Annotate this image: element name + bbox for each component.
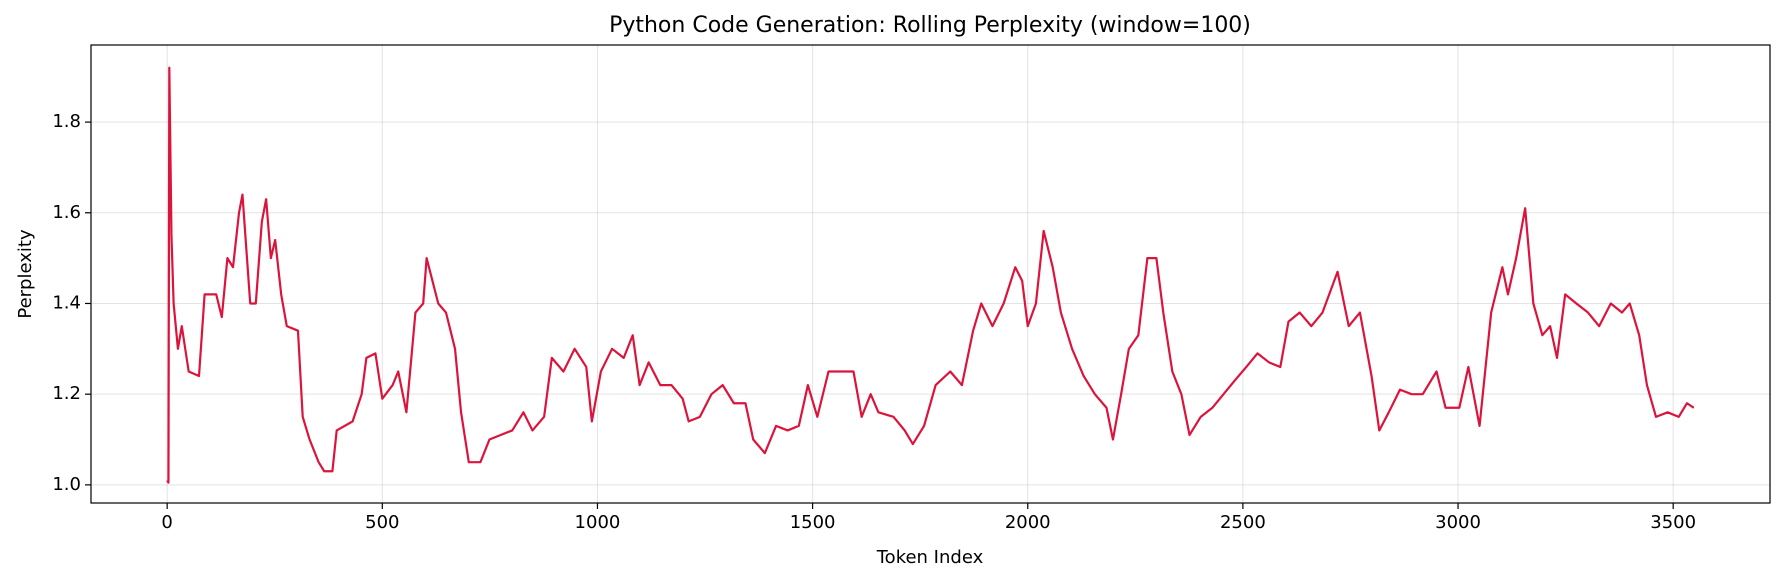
y-tick-label: 1.2 [52,383,81,404]
y-axis-label: Perplexity [15,229,36,319]
data-line [166,66,1695,484]
x-tick-label: 0 [161,512,172,533]
y-tick-label: 1.4 [52,292,81,313]
plot-frame [90,44,1771,504]
x-tick-label: 2500 [1220,512,1266,533]
x-tick-label: 2000 [1005,512,1051,533]
y-tick-label: 1.8 [52,111,81,132]
x-tick-label: 1000 [575,512,621,533]
x-tick-label: 3500 [1650,512,1696,533]
x-tick-label: 500 [365,512,399,533]
y-tick-label: 1.6 [52,202,81,223]
x-axis-label: Token Index [876,547,984,568]
x-tick-label: 3000 [1435,512,1481,533]
y-tick-label: 1.0 [52,474,81,495]
chart-title: Python Code Generation: Rolling Perplexi… [609,13,1251,38]
x-tick-label: 1500 [790,512,836,533]
